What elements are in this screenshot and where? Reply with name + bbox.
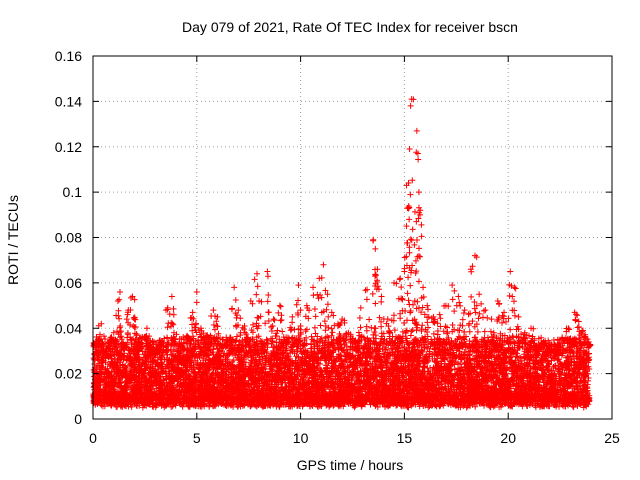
data-points [90, 96, 594, 411]
data-point [276, 336, 283, 343]
data-point [455, 333, 462, 340]
data-point [324, 333, 331, 340]
data-point [206, 403, 213, 410]
data-point [308, 333, 315, 340]
data-point [518, 357, 525, 364]
